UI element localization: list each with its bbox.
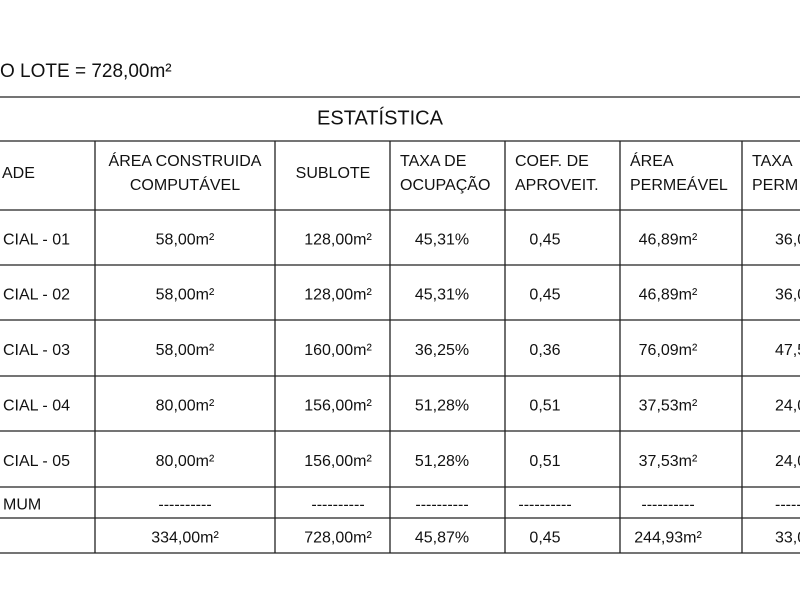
table-cell: 728,00m² (304, 530, 372, 547)
table-cell: 36,0 (775, 232, 800, 249)
table-cell: 0,51 (529, 398, 560, 415)
table-cell: 46,89m² (639, 287, 698, 304)
table-cell: 33,0 (775, 530, 800, 547)
header-cell: OCUPAÇÃO (400, 174, 490, 194)
header-cell: TAXA DE (400, 153, 466, 170)
table-cell: 47,5 (775, 342, 800, 359)
table-cell: ---------- (518, 497, 571, 514)
header-cell: SUBLOTE (296, 165, 371, 182)
table-cell: ---------- (641, 497, 694, 514)
table-cell: 128,00m² (304, 232, 372, 249)
table-cell: 244,93m² (634, 530, 702, 547)
table-cell: 24,0 (775, 398, 800, 415)
table-cell: 0,45 (529, 530, 560, 547)
table-cell: 0,45 (529, 287, 560, 304)
table-cell: 76,09m² (639, 342, 698, 359)
header-cell: APROVEIT. (515, 177, 599, 194)
table-cell: CIAL - 05 (3, 453, 70, 470)
table-cell: 80,00m² (156, 398, 215, 415)
table-cell: 45,31% (415, 232, 469, 249)
lot-title: O LOTE = 728,00m² (0, 61, 172, 82)
table-cell: 160,00m² (304, 342, 372, 359)
header-cell: PERMEÁVEL (630, 175, 728, 194)
table-cell: 156,00m² (304, 398, 372, 415)
header-cell: COMPUTÁVEL (130, 175, 240, 194)
table-cell: 36,0 (775, 287, 800, 304)
table-cell: MUM (3, 497, 41, 514)
table-cell: ---------- (415, 497, 468, 514)
header-cell: ÁREA CONSTRUIDA (109, 151, 262, 170)
table-cell: 334,00m² (151, 530, 219, 547)
table-cell: 51,28% (415, 398, 469, 415)
header-cell: TAXA (752, 153, 793, 170)
table-cell: 58,00m² (156, 287, 215, 304)
table-cell: 46,89m² (639, 232, 698, 249)
table-cell: CIAL - 02 (3, 287, 70, 304)
table-cell: 80,00m² (156, 453, 215, 470)
header-cell: ÁREA (630, 151, 674, 170)
table-cell: CIAL - 04 (3, 398, 70, 415)
table-cell: 128,00m² (304, 287, 372, 304)
table-cell: 156,00m² (304, 453, 372, 470)
table-cell: 24,0 (775, 453, 800, 470)
table-cell: ---------- (158, 497, 211, 514)
table-cell: 36,25% (415, 342, 469, 359)
header-cell: PERM (752, 177, 798, 194)
table-cell: CIAL - 03 (3, 342, 70, 359)
table-cell: 37,53m² (639, 453, 698, 470)
table-title: ESTATÍSTICA (317, 106, 444, 129)
table-cell: 58,00m² (156, 232, 215, 249)
table-cell: 58,00m² (156, 342, 215, 359)
table-cell: 37,53m² (639, 398, 698, 415)
table-cell: 0,51 (529, 453, 560, 470)
table-cell: 51,28% (415, 453, 469, 470)
table-cell: 0,45 (529, 232, 560, 249)
table-cell: CIAL - 01 (3, 232, 70, 249)
header-cell: COEF. DE (515, 153, 589, 170)
table-cell: 45,31% (415, 287, 469, 304)
table-cell: ---------- (311, 497, 364, 514)
table-cell: ----- (775, 497, 800, 514)
header-cell: ADE (2, 165, 35, 182)
table-cell: 45,87% (415, 530, 469, 547)
table-cell: 0,36 (529, 342, 560, 359)
